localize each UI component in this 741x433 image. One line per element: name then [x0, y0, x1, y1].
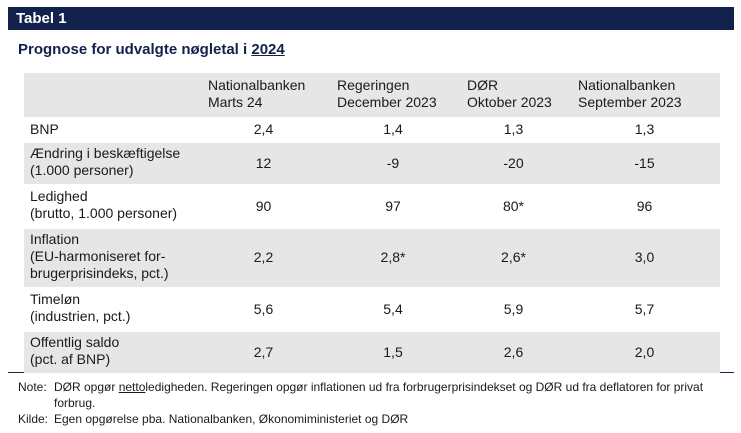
cell-value: 96 [569, 185, 720, 229]
table-row: Timeløn (industrien, pct.) 5,6 5,4 5,9 5,… [24, 288, 720, 332]
row-label: Timeløn (industrien, pct.) [24, 288, 199, 332]
table-number: Tabel 1 [16, 10, 67, 27]
cell-value: 2,8* [328, 228, 458, 289]
table-header-bar: Tabel 1 [8, 7, 734, 30]
cell-value: 1,3 [458, 118, 569, 143]
note-key: Note: [18, 380, 47, 394]
table-row: Inflation (EU-harmoniseret for-brugerpris… [24, 228, 720, 289]
cell-value: 5,9 [458, 288, 569, 332]
table-row: BNP 2,4 1,4 1,3 1,3 [24, 118, 720, 143]
cell-value: 1,4 [328, 118, 458, 143]
row-label: Ændring i beskæftigelse (1.000 personer) [24, 142, 199, 186]
header-cell: Nationalbanken Marts 24 [199, 73, 328, 119]
cell-value: 2,0 [569, 331, 720, 375]
cell-value: -15 [569, 142, 720, 186]
cell-value: 80* [458, 185, 569, 229]
subtitle-text: Prognose for udvalgte nøgletal i [18, 41, 252, 58]
cell-value: 2,6 [458, 331, 569, 375]
cell-value: 2,6* [458, 228, 569, 289]
cell-value: 2,7 [199, 331, 328, 375]
table-subtitle: Prognose for udvalgte nøgletal i 2024 [18, 41, 285, 58]
cell-value: 2,4 [199, 118, 328, 143]
header-cell-empty [24, 73, 199, 119]
cell-value: 3,0 [569, 228, 720, 289]
cell-value: 97 [328, 185, 458, 229]
cell-value: 1,5 [328, 331, 458, 375]
cell-value: 5,7 [569, 288, 720, 332]
table-row: Ændring i beskæftigelse (1.000 personer) … [24, 142, 720, 186]
cell-value: 2,2 [199, 228, 328, 289]
source-key: Kilde: [18, 412, 49, 426]
forecast-table: Nationalbanken Marts 24 Regeringen Decembe… [24, 73, 720, 375]
subtitle-year: 2024 [251, 41, 285, 58]
cell-value: 12 [199, 142, 328, 186]
header-cell: Regeringen December 2023 [328, 73, 458, 119]
row-label: Ledighed (brutto, 1.000 personer) [24, 185, 199, 229]
table-footnotes: Note: DØR opgør nettoledigheden. Regerin… [18, 379, 718, 427]
row-label: BNP [24, 118, 199, 143]
table-panel: Prognose for udvalgte nøgletal i 2024 Na… [8, 30, 734, 375]
cell-value: -9 [328, 142, 458, 186]
cell-value: 5,4 [328, 288, 458, 332]
cell-value: 90 [199, 185, 328, 229]
header-cell: DØR Oktober 2023 [458, 73, 569, 119]
source-line: Kilde: Egen opgørelse pba. Nationalbanke… [18, 411, 718, 427]
cell-value: 1,3 [569, 118, 720, 143]
header-cell: Nationalbanken September 2023 [569, 73, 720, 119]
header-row: Nationalbanken Marts 24 Regeringen Decembe… [24, 73, 720, 119]
note-text: DØR opgør nettoledigheden. Regeringen op… [54, 380, 704, 410]
source-text: Egen opgørelse pba. Nationalbanken, Økon… [54, 412, 409, 426]
cell-value: 5,6 [199, 288, 328, 332]
row-label: Inflation (EU-harmoniseret for-brugerpris… [24, 228, 199, 289]
row-label: Offentlig saldo (pct. af BNP) [24, 331, 199, 375]
note-line: Note: DØR opgør nettoledigheden. Regerin… [18, 379, 718, 411]
cell-value: -20 [458, 142, 569, 186]
table-row: Ledighed (brutto, 1.000 personer) 90 97 8… [24, 185, 720, 229]
table-row: Offentlig saldo (pct. af BNP) 2,7 1,5 2,6… [24, 331, 720, 375]
